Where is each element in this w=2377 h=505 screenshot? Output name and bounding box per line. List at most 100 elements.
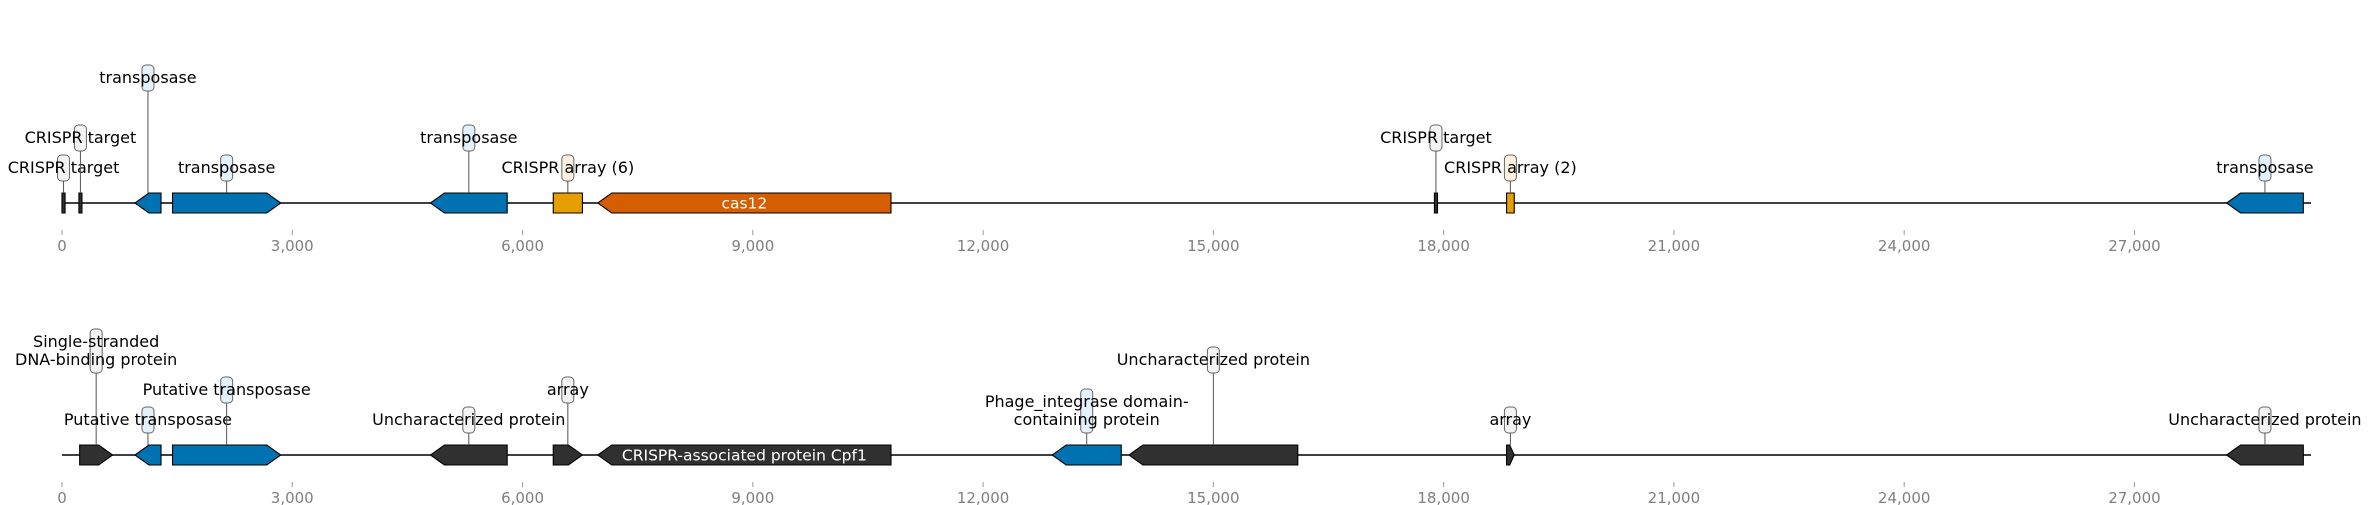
top-track: 0 3,000 6,000 9,000 12,000 15,000 18,000 21,000… bbox=[8, 64, 2314, 255]
transposase-1-annotation-box bbox=[141, 64, 155, 92]
transposase-4-shape[interactable] bbox=[2225, 192, 2304, 214]
crispr-array-2[interactable] bbox=[1506, 192, 1515, 214]
single-stranded-dna-binding-annotation-box bbox=[89, 328, 103, 374]
crispr-target-1[interactable] bbox=[61, 192, 66, 214]
array-1-annotation-box bbox=[561, 376, 575, 404]
tick-label: 21,000 bbox=[1648, 489, 1701, 505]
transposase-1-shape[interactable] bbox=[133, 192, 162, 214]
tick-label: 0 bbox=[57, 489, 67, 505]
array-2-annotation-box bbox=[1503, 406, 1517, 434]
crispr-array-2-annotation: CRISPR array (2) bbox=[1444, 154, 1577, 182]
putative-transposase-2-annotation-text: Putative transposase bbox=[143, 380, 311, 399]
transposase-2-annotation: transposase bbox=[178, 154, 275, 182]
tick-label: 24,000 bbox=[1878, 489, 1931, 505]
uncharacterized-protein-3[interactable] bbox=[2225, 444, 2304, 466]
crispr-target-2[interactable] bbox=[78, 192, 83, 214]
uncharacterized-protein-2-shape[interactable] bbox=[1127, 444, 1299, 466]
array-2-annotation-text: array bbox=[1489, 410, 1531, 429]
array-1-annotation-text: array bbox=[547, 380, 589, 399]
uncharacterized-protein-2-annotation: Uncharacterized protein bbox=[1117, 346, 1310, 374]
cas12-label: cas12 bbox=[721, 195, 767, 213]
putative-transposase-1-annotation: Putative transposase bbox=[64, 406, 232, 434]
putative-transposase-2-annotation: Putative transposase bbox=[143, 376, 311, 404]
transposase-2[interactable] bbox=[171, 192, 282, 214]
uncharacterized-protein-3-annotation-text: Uncharacterized protein bbox=[2168, 410, 2361, 429]
uncharacterized-protein-1-annotation-box bbox=[462, 406, 476, 434]
uncharacterized-protein-2[interactable] bbox=[1127, 444, 1299, 466]
single-stranded-dna-binding[interactable] bbox=[79, 444, 114, 466]
tick-label: 0 bbox=[57, 237, 67, 255]
transposase-3-annotation-text: transposase bbox=[420, 128, 517, 147]
crispr-target-1-shape[interactable] bbox=[61, 192, 66, 214]
transposase-3-annotation: transposase bbox=[420, 124, 518, 152]
transposase-2-shape[interactable] bbox=[171, 192, 282, 214]
phage-integrase[interactable] bbox=[1051, 444, 1122, 466]
crispr-array-6-annotation-text: CRISPR array (6) bbox=[501, 158, 634, 177]
putative-transposase-1-annotation-text: Putative transposase bbox=[64, 410, 232, 429]
uncharacterized-protein-1-annotation-text: Uncharacterized protein bbox=[372, 410, 565, 429]
tick-label: 15,000 bbox=[1187, 237, 1240, 255]
transposase-1[interactable] bbox=[133, 192, 162, 214]
crispr-array-2-shape[interactable] bbox=[1506, 192, 1515, 214]
tick-label: 27,000 bbox=[2108, 489, 2161, 505]
array-1-shape[interactable] bbox=[552, 444, 584, 466]
putative-transposase-1[interactable] bbox=[133, 444, 162, 466]
putative-transposase-2-shape[interactable] bbox=[171, 444, 282, 466]
annotation-layer: CRISPR target CRISPR target transposase tra… bbox=[8, 64, 2314, 193]
tick-label: 15,000 bbox=[1187, 489, 1240, 505]
uncharacterized-protein-3-annotation: Uncharacterized protein bbox=[2168, 406, 2362, 434]
crispr-array-6[interactable] bbox=[552, 192, 583, 214]
tick-label: 9,000 bbox=[731, 489, 774, 505]
transposase-3[interactable] bbox=[429, 192, 508, 214]
crispr-associated-cpf1-shape[interactable] bbox=[596, 444, 892, 466]
crispr-target-3[interactable] bbox=[1433, 192, 1439, 214]
array-2-shape[interactable] bbox=[1506, 444, 1515, 466]
crispr-target-3-shape[interactable] bbox=[1433, 192, 1439, 214]
crispr-target-3-annotation-box bbox=[1429, 124, 1443, 152]
transposase-3-annotation-box bbox=[462, 124, 476, 152]
phage-integrase-annotation-text: containing protein bbox=[1014, 410, 1160, 429]
uncharacterized-protein-3-shape[interactable] bbox=[2225, 444, 2304, 466]
single-stranded-dna-binding-shape[interactable] bbox=[79, 444, 114, 466]
crispr-target-3-annotation-text: CRISPR target bbox=[1380, 128, 1492, 147]
phage-integrase-annotation-text: Phage_integrase domain- bbox=[985, 392, 1189, 412]
tick-label: 18,000 bbox=[1417, 237, 1470, 255]
array-2[interactable] bbox=[1506, 444, 1515, 466]
crispr-array-6-shape[interactable] bbox=[552, 192, 583, 214]
cas12-shape[interactable] bbox=[596, 192, 892, 214]
uncharacterized-protein-1-shape[interactable] bbox=[429, 444, 508, 466]
crispr-array-6-annotation: CRISPR array (6) bbox=[501, 154, 634, 182]
crispr-array-6-annotation-box bbox=[561, 154, 575, 182]
crispr-associated-cpf1[interactable]: CRISPR-associated protein Cpf1 bbox=[596, 444, 892, 466]
crispr-target-2-shape[interactable] bbox=[78, 192, 83, 214]
tick-label: 6,000 bbox=[501, 237, 544, 255]
crispr-associated-cpf1-label: CRISPR-associated protein Cpf1 bbox=[622, 447, 867, 465]
array-1[interactable] bbox=[552, 444, 584, 466]
transposase-4[interactable] bbox=[2225, 192, 2304, 214]
tick-label: 3,000 bbox=[271, 489, 314, 505]
putative-transposase-2-annotation-box bbox=[220, 376, 234, 404]
crispr-target-1-annotation: CRISPR target bbox=[8, 154, 119, 182]
crispr-array-2-annotation-text: CRISPR array (2) bbox=[1444, 158, 1577, 177]
putative-transposase-2[interactable] bbox=[171, 444, 282, 466]
phage-integrase-annotation: Phage_integrase domain-containing protei… bbox=[985, 388, 1189, 434]
transposase-1-annotation-text: transposase bbox=[99, 68, 196, 87]
tick-label: 21,000 bbox=[1648, 237, 1701, 255]
uncharacterized-protein-1-annotation: Uncharacterized protein bbox=[372, 406, 565, 434]
cas12[interactable]: cas12 bbox=[596, 192, 892, 214]
single-stranded-dna-binding-annotation-text: DNA-binding protein bbox=[15, 350, 177, 369]
phage-integrase-shape[interactable] bbox=[1051, 444, 1122, 466]
crispr-target-1-annotation-box bbox=[57, 154, 71, 182]
uncharacterized-protein-2-annotation-box bbox=[1206, 346, 1220, 374]
uncharacterized-protein-1[interactable] bbox=[429, 444, 508, 466]
putative-transposase-1-shape[interactable] bbox=[133, 444, 162, 466]
putative-transposase-1-annotation-box bbox=[141, 406, 155, 434]
transposase-4-annotation-text: transposase bbox=[2216, 158, 2313, 177]
transposase-3-shape[interactable] bbox=[429, 192, 508, 214]
bottom-track: 0 3,000 6,000 9,000 12,000 15,000 18,000 21,000… bbox=[15, 328, 2362, 505]
transposase-1-annotation: transposase bbox=[99, 64, 197, 92]
tick-label: 9,000 bbox=[731, 237, 774, 255]
